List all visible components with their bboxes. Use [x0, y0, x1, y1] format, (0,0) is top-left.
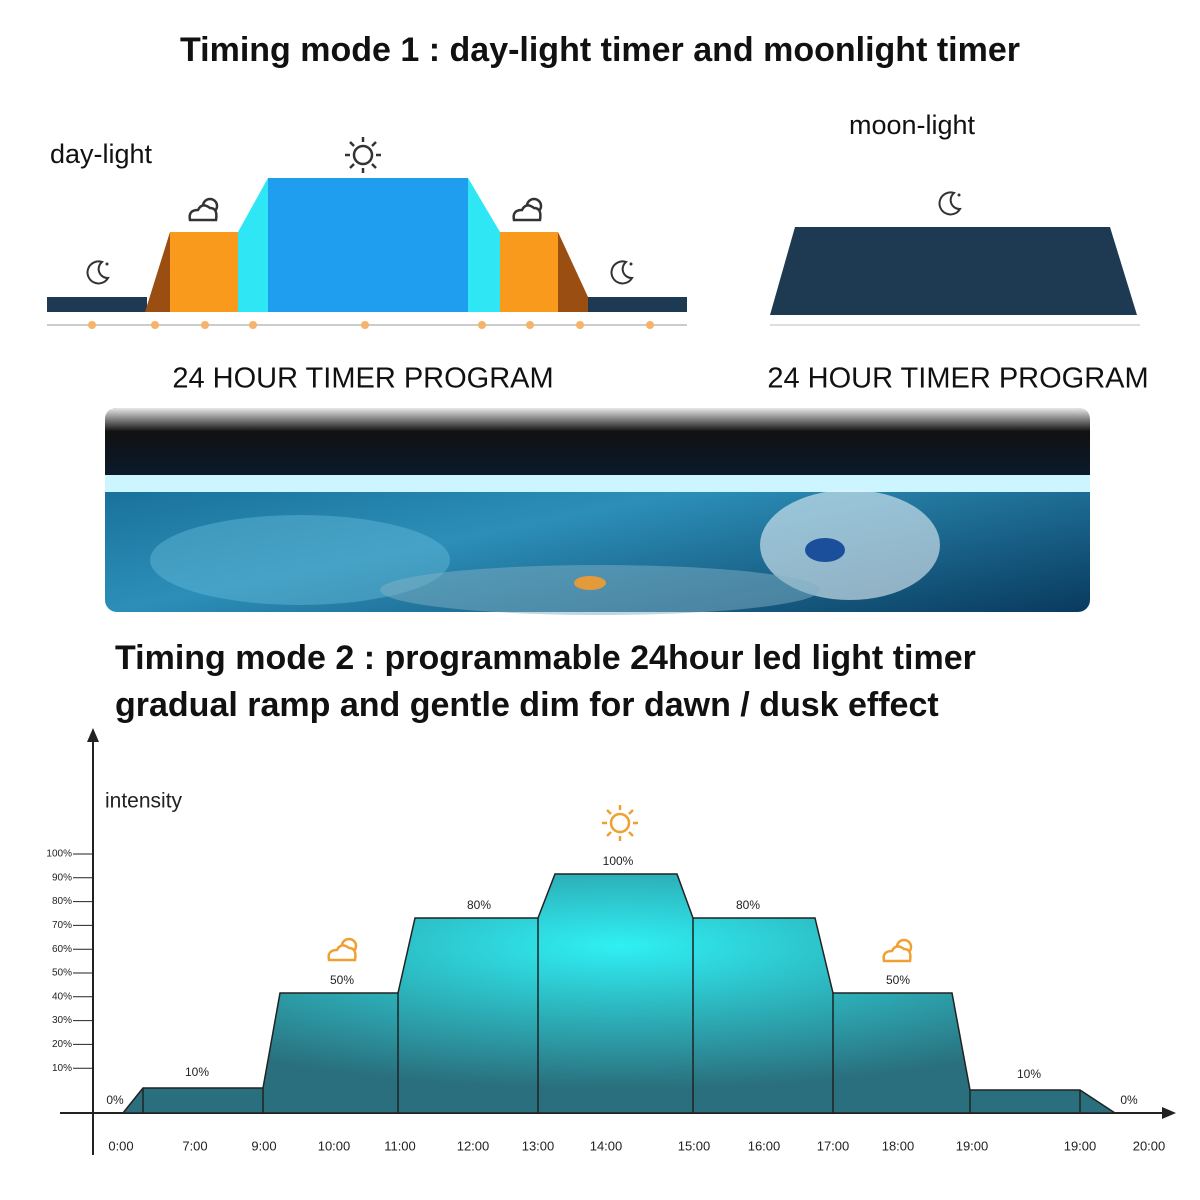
axis-label: intensity	[105, 790, 183, 813]
x-label: 15:00	[678, 1138, 711, 1153]
caption: 24 HOUR TIMER PROGRAM	[767, 363, 1148, 395]
level-label: 50%	[330, 973, 354, 987]
level-label: 0%	[106, 1093, 124, 1107]
level-label: 50%	[886, 973, 910, 987]
level-label: 10%	[1017, 1067, 1041, 1081]
level-label: 80%	[736, 898, 760, 912]
title-line: gradual ramp and gentle dim for dawn / d…	[115, 686, 939, 724]
x-label: 10:00	[318, 1138, 351, 1153]
aquarium-photo	[105, 408, 1090, 615]
y-label: 50%	[52, 968, 72, 979]
level-label: 80%	[467, 898, 491, 912]
x-label: 11:00	[384, 1138, 416, 1153]
y-label: 30%	[52, 1015, 72, 1026]
y-label: 10%	[52, 1063, 72, 1074]
y-label: 80%	[52, 896, 72, 907]
y-label: 70%	[52, 920, 72, 931]
daylight-diagram	[47, 135, 687, 329]
label: moon-light	[849, 110, 976, 140]
intensity-diagram	[60, 728, 1176, 1155]
title: Timing mode 1 : day-light timer and moon…	[180, 31, 1020, 69]
x-label: 20:00	[1133, 1138, 1166, 1153]
x-label: 12:00	[457, 1138, 490, 1153]
x-label: 18:00	[882, 1138, 915, 1153]
y-label: 90%	[52, 872, 72, 883]
x-label: 9:00	[251, 1138, 276, 1153]
y-label: 40%	[52, 991, 72, 1002]
x-label: 19:00	[1064, 1138, 1097, 1153]
x-label: 19:00	[956, 1138, 989, 1153]
x-label: 13:00	[522, 1138, 555, 1153]
level-label: 10%	[185, 1065, 209, 1079]
caption: 24 HOUR TIMER PROGRAM	[172, 363, 553, 395]
y-label: 60%	[52, 944, 72, 955]
label: day-light	[50, 139, 153, 169]
x-label: 0:00	[108, 1138, 133, 1153]
x-label: 17:00	[817, 1138, 850, 1153]
y-label: 100%	[46, 849, 72, 860]
x-label: 14:00	[590, 1138, 623, 1153]
title-line: Timing mode 2 : programmable 24hour led …	[115, 639, 976, 677]
y-label: 20%	[52, 1039, 72, 1050]
x-label: 16:00	[748, 1138, 781, 1153]
moonlight-diagram	[770, 191, 1140, 326]
x-label: 7:00	[182, 1138, 207, 1153]
level-label: 100%	[603, 854, 634, 868]
level-label: 0%	[1120, 1093, 1138, 1107]
